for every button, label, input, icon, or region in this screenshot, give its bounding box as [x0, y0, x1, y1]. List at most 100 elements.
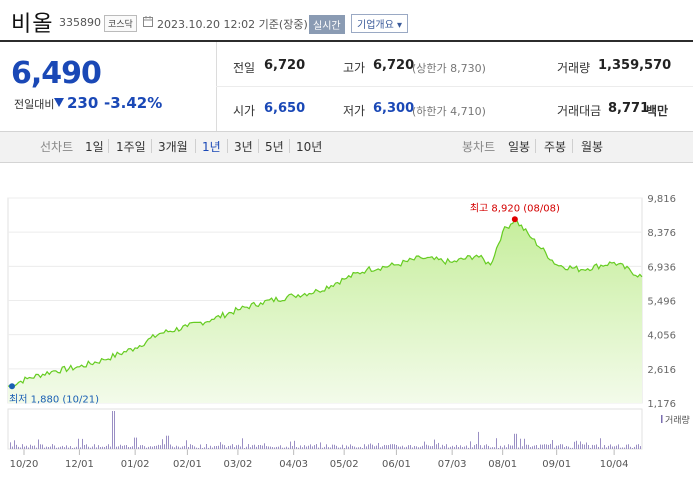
- volume-bar: [638, 444, 639, 449]
- volume-bar: [396, 444, 397, 449]
- price-area: [8, 219, 642, 403]
- volume-bar: [454, 446, 455, 449]
- volume-bar: [272, 447, 273, 449]
- volume-bar: [616, 445, 617, 449]
- volume-value: 1,359,570: [598, 58, 672, 73]
- volume-bar: [538, 447, 539, 449]
- volume-bar: [360, 446, 361, 449]
- toolbar-separator: [572, 139, 573, 153]
- update-datetime: 2023.10.20 12:02 기준(장중): [157, 18, 308, 31]
- period-1w[interactable]: 1주일: [116, 140, 146, 154]
- volume-bar: [144, 446, 145, 449]
- volume-bar: [408, 445, 409, 449]
- volume-bar: [76, 446, 77, 449]
- price-chart[interactable]: 9,816 8,376 6,936 5,496 4,056 2,616 1,176 최고 8…: [0, 165, 693, 478]
- volume-bar: [330, 447, 331, 449]
- volume-bar: [298, 447, 299, 449]
- volume-bar: [634, 446, 635, 449]
- volume-bar: [370, 443, 371, 449]
- volume-bar: [522, 446, 523, 449]
- volume-bar: [116, 446, 117, 449]
- volume-bar: [434, 439, 435, 449]
- volume-bar: [142, 445, 143, 449]
- low-marker[interactable]: [9, 383, 15, 390]
- volume-bar: [484, 445, 485, 449]
- volume-bar: [400, 446, 401, 449]
- volume-bar: [430, 446, 431, 449]
- volume-bars: [10, 411, 641, 449]
- volume-bar: [466, 445, 467, 449]
- stock-code: 335890: [59, 16, 101, 29]
- volume-bar: [366, 446, 367, 449]
- volume-bar: [258, 444, 259, 449]
- volume-bar: [320, 442, 321, 449]
- volume-bar: [494, 447, 495, 449]
- period-5y[interactable]: 5년: [265, 140, 284, 154]
- volume-bar: [110, 446, 111, 449]
- low-label: 저가: [343, 104, 366, 118]
- volume-bar: [588, 444, 589, 449]
- volume-bar: [22, 444, 23, 449]
- volume-bar: [378, 442, 379, 449]
- y-tick-label: 4,056: [647, 331, 676, 342]
- volume-bar: [566, 445, 567, 449]
- volume-bar: [192, 445, 193, 449]
- volume-bar: [450, 446, 451, 449]
- volume-bar: [436, 444, 437, 449]
- volume-bar: [262, 445, 263, 449]
- period-1y[interactable]: 1년: [202, 140, 221, 154]
- candle-monthly[interactable]: 월봉: [581, 140, 604, 154]
- high-marker[interactable]: [511, 216, 518, 223]
- company-overview-dropdown[interactable]: 기업개요 ▾: [351, 14, 408, 33]
- volume-bar: [362, 447, 363, 449]
- volume-bar: [428, 445, 429, 449]
- toolbar-separator: [195, 139, 196, 153]
- volume-bar: [578, 444, 579, 449]
- volume-bar: [394, 444, 395, 449]
- volume-bar: [134, 437, 135, 449]
- volume-bar: [406, 446, 407, 449]
- volume-bar: [152, 446, 153, 449]
- volume-bar: [126, 445, 127, 449]
- volume-bar: [140, 445, 141, 449]
- volume-bar: [158, 444, 159, 449]
- volume-bar: [274, 447, 275, 449]
- period-10y[interactable]: 10년: [296, 140, 323, 154]
- volume-bar: [382, 446, 383, 449]
- volume-bar: [236, 445, 237, 449]
- period-3y[interactable]: 3년: [234, 140, 253, 154]
- y-tick-label: 5,496: [647, 297, 676, 308]
- volume-bar: [146, 447, 147, 449]
- volume-bar: [584, 444, 585, 449]
- volume-bar: [482, 447, 483, 449]
- volume-bar: [524, 438, 525, 449]
- volume-bar: [556, 445, 557, 449]
- volume-bar: [608, 445, 609, 449]
- volume-bar: [304, 445, 305, 449]
- volume-bar: [310, 444, 311, 449]
- period-3m[interactable]: 3개월: [158, 140, 188, 154]
- volume-bar: [72, 447, 73, 449]
- volume-bar: [516, 433, 517, 449]
- volume-bar: [294, 440, 295, 449]
- volume-bar: [186, 440, 187, 449]
- volume-bar: [564, 447, 565, 449]
- candle-daily[interactable]: 일봉: [508, 140, 531, 154]
- volume-bar: [302, 447, 303, 449]
- realtime-button[interactable]: 실시간: [309, 15, 345, 34]
- volume-bar: [276, 446, 277, 449]
- volume-bar: [548, 444, 549, 449]
- volume-bar: [474, 445, 475, 449]
- open-value: 6,650: [264, 101, 306, 116]
- volume-bar: [418, 447, 419, 449]
- volume-bar: [50, 446, 51, 449]
- volume-bar: [176, 445, 177, 449]
- volume-bar: [16, 444, 17, 449]
- volume-bar: [188, 447, 189, 449]
- x-tick-label: 12/01: [65, 459, 94, 470]
- volume-bar: [392, 444, 393, 449]
- candle-weekly[interactable]: 주봉: [544, 140, 567, 154]
- volume-bar: [596, 444, 597, 449]
- period-1d[interactable]: 1일: [85, 140, 104, 154]
- y-tick-label: 2,616: [647, 365, 676, 376]
